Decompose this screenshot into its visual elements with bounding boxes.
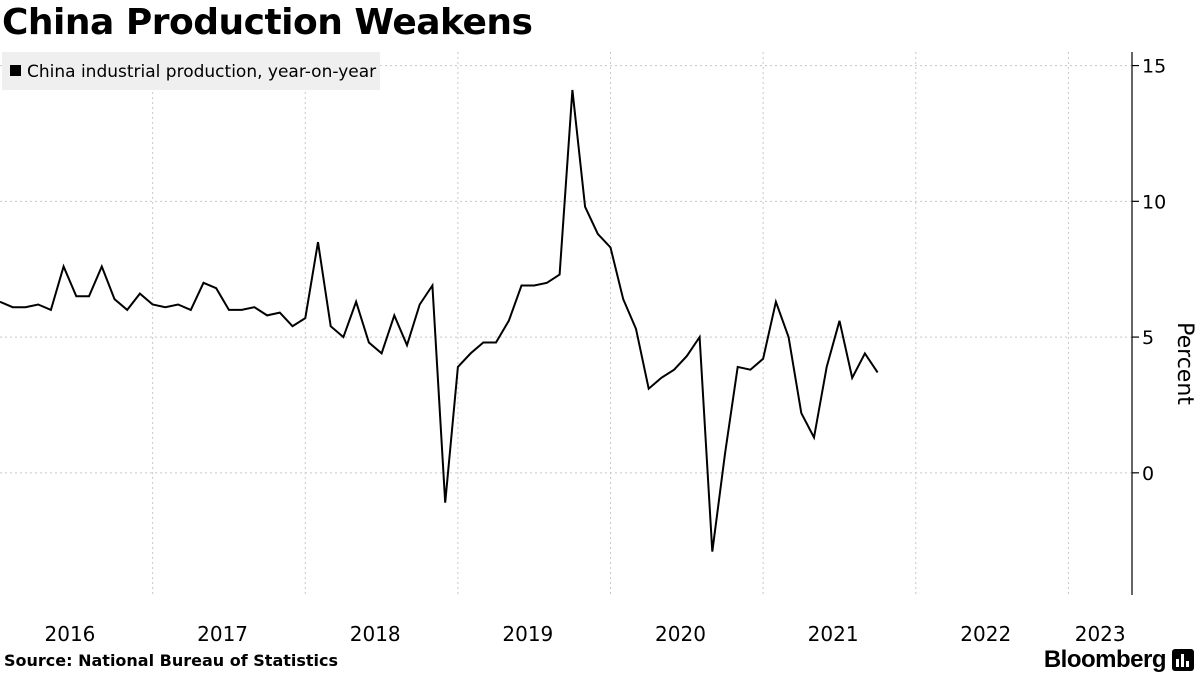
legend-swatch (10, 65, 21, 76)
bloomberg-chart-icon (1172, 649, 1194, 671)
source-note: Source: National Bureau of Statistics (4, 651, 339, 670)
tick-label-y-0: 0 (1142, 463, 1154, 485)
series-points (0, 89, 879, 553)
y-axis-ticks: 0 5 10 15 (1132, 56, 1166, 485)
tick-label-y-10: 10 (1142, 191, 1166, 213)
tick-label-x-2017: 2017 (197, 622, 248, 646)
series-line-industrial-production (0, 89, 879, 552)
tick-label-x-2016: 2016 (45, 622, 96, 646)
tick-label-x-2018: 2018 (350, 622, 401, 646)
y-axis-label: Percent (1172, 322, 1197, 405)
legend-background (2, 52, 380, 90)
tick-label-x-2022: 2022 (960, 622, 1011, 646)
legend: China industrial production, year-on-yea… (2, 52, 380, 90)
brand-logo: Bloomberg (1043, 646, 1167, 673)
tick-label-x-2021: 2021 (808, 622, 859, 646)
tick-label-y-5: 5 (1142, 327, 1154, 349)
tick-label-x-2019: 2019 (502, 622, 553, 646)
tick-label-y-15: 15 (1142, 56, 1166, 78)
x-axis-tick-labels: 2016 2017 2018 2019 2020 2021 2022 2023 (45, 622, 1126, 646)
tick-label-x-2023: 2023 (1075, 622, 1126, 646)
vertical-gridlines (152, 52, 1069, 595)
horizontal-gridlines (0, 65, 1132, 474)
legend-entry: China industrial production, year-on-yea… (27, 62, 376, 82)
tick-label-x-2020: 2020 (655, 622, 706, 646)
chart-title: China Production Weakens (2, 2, 533, 43)
